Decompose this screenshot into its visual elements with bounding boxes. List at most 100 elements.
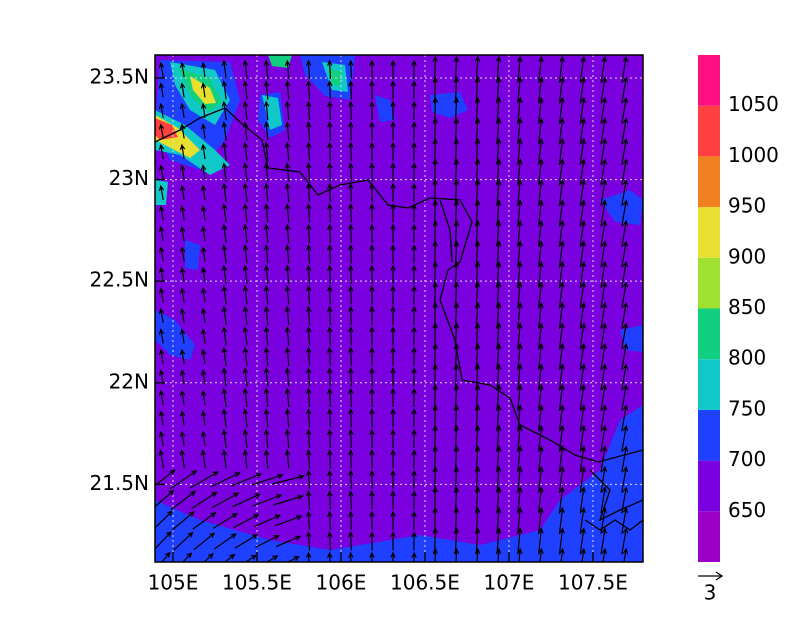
wind-arrow: [495, 342, 502, 371]
wind-arrow: [179, 307, 186, 324]
wind-arrow: [272, 474, 305, 485]
wind-arrow: [274, 515, 303, 527]
wind-arrow: [161, 551, 171, 562]
wind-arrow: [305, 387, 312, 408]
wind-arrow: [579, 465, 586, 493]
wind-arrow: [369, 59, 375, 80]
wind-arrow: [348, 428, 354, 449]
wind-arrow: [263, 223, 270, 244]
wind-arrow: [179, 266, 186, 283]
wind-arrow: [327, 326, 333, 346]
wind-arrow: [558, 383, 565, 411]
wind-arrow: [369, 264, 375, 285]
wind-arrow: [580, 547, 586, 562]
wind-arrow: [158, 61, 165, 77]
wind-arrow: [537, 445, 544, 473]
wind-arrow: [621, 96, 629, 124]
wind-arrow: [558, 137, 565, 165]
wind-arrow: [474, 322, 481, 350]
wind-arrow: [348, 469, 354, 490]
wind-arrow: [263, 285, 270, 305]
wind-arrow: [621, 527, 629, 555]
wind-arrow: [537, 76, 544, 104]
wind-arrow: [411, 203, 417, 223]
wind-arrow: [390, 551, 396, 562]
y-tick-label: 21.5N: [90, 471, 150, 495]
wind-arrow: [263, 346, 270, 367]
wind-arrow: [158, 449, 165, 469]
wind-arrow: [537, 322, 544, 350]
wind-arrow: [179, 369, 186, 385]
wind-arrow: [242, 244, 249, 264]
wind-arrow: [621, 219, 629, 247]
wind-arrow: [327, 80, 333, 100]
wind-arrow: [558, 96, 565, 124]
wind-arrow: [537, 137, 544, 165]
wind-arrow: [189, 471, 220, 489]
wind-arrow: [348, 285, 354, 305]
wind-arrow: [579, 527, 586, 555]
wind-arrow: [369, 121, 375, 141]
wind-arrow: [233, 513, 260, 529]
wind-arrow: [621, 301, 629, 329]
wind-arrow: [242, 449, 249, 469]
wind-arrow: [495, 137, 502, 166]
wind-arrow: [411, 428, 417, 449]
wind-arrow: [191, 491, 218, 510]
wind-arrow: [390, 510, 396, 531]
colorbar-box: [698, 359, 720, 410]
wind-arrow: [242, 428, 249, 449]
wind-arrow: [390, 141, 396, 162]
wind-arrow: [621, 178, 629, 206]
wind-arrow: [221, 305, 228, 326]
colorbar-box: [698, 308, 720, 360]
wind-arrow: [327, 121, 333, 141]
wind-arrow: [369, 449, 375, 469]
colorbar-box: [698, 409, 720, 461]
wind-arrow: [200, 123, 207, 139]
wind-arrow: [369, 531, 375, 551]
wind-arrow: [495, 301, 502, 330]
wind-arrow: [558, 424, 565, 452]
wind-arrow: [453, 547, 460, 562]
wind-arrow: [579, 137, 586, 165]
wind-arrow: [600, 117, 608, 145]
wind-arrow: [327, 100, 333, 121]
y-tick-label: 23.5N: [90, 64, 150, 88]
wind-arrow: [390, 428, 396, 449]
wind-arrow: [284, 121, 291, 141]
wind-arrow: [263, 326, 270, 346]
wind-arrow: [284, 80, 291, 100]
wind-arrow: [305, 490, 312, 510]
wind-arrow: [263, 428, 270, 449]
wind-arrow: [558, 55, 565, 83]
wind-arrow: [348, 223, 354, 244]
wind-arrow: [305, 428, 312, 449]
wind-arrow: [517, 424, 523, 452]
plot-frame: [154, 54, 644, 563]
wind-arrow: [558, 404, 565, 432]
wind-arrow: [348, 367, 354, 387]
wind-arrow: [495, 424, 502, 453]
wind-arrow: [179, 102, 186, 119]
wind-arrow: [411, 223, 417, 244]
wind-arrow: [600, 486, 608, 514]
wind-arrow: [284, 285, 291, 305]
wind-arrow: [600, 404, 608, 432]
wind-arrow: [305, 510, 312, 531]
wind-arrow: [390, 449, 396, 469]
plot-area: [155, 55, 643, 562]
wind-arrow: [284, 346, 291, 367]
wind-arrow: [200, 348, 207, 365]
wind-arrow: [390, 162, 396, 182]
wind-arrow: [621, 260, 629, 288]
wind-arrow: [537, 96, 544, 124]
wind-arrow: [171, 511, 195, 531]
wind-arrow: [263, 367, 270, 387]
wind-arrow: [411, 510, 417, 531]
wind-arrow: [600, 76, 608, 104]
wind-arrow: [284, 305, 291, 326]
wind-arrow: [265, 555, 279, 562]
wind-arrow: [474, 199, 481, 227]
wind-arrow: [327, 285, 333, 305]
